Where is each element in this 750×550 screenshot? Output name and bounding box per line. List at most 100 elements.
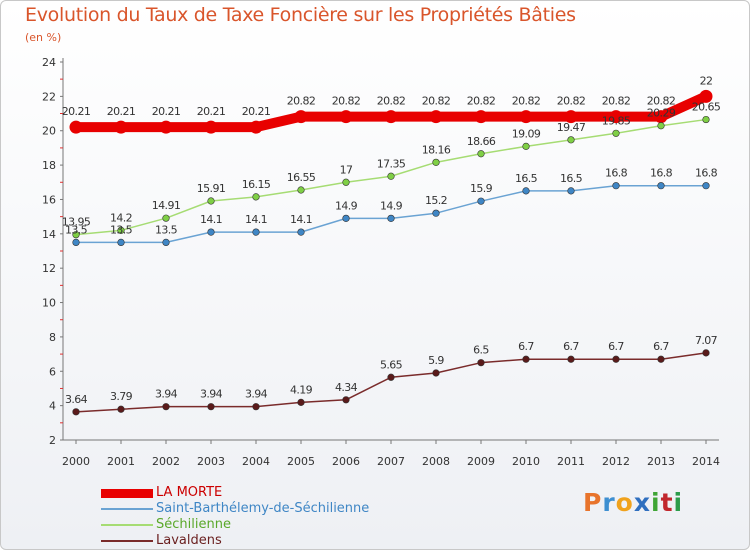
data-label: 16.8 — [605, 167, 628, 180]
data-label: 20.82 — [332, 95, 361, 108]
y-tick-label: 14 — [42, 228, 56, 241]
data-point — [432, 369, 440, 377]
data-label: 14.91 — [152, 199, 181, 212]
data-point — [609, 110, 623, 124]
data-label: 20.82 — [557, 95, 586, 108]
data-point — [564, 110, 578, 124]
data-point — [339, 110, 353, 124]
data-label: 19.09 — [512, 127, 541, 140]
data-point — [612, 182, 620, 190]
data-label: 19.85 — [602, 114, 631, 127]
data-label: 7.07 — [695, 334, 718, 347]
data-label: 16.55 — [287, 171, 316, 184]
data-label: 20.21 — [242, 105, 271, 118]
proxiti-logo: Proxiti — [583, 488, 683, 517]
data-label: 20.82 — [512, 95, 541, 108]
y-tick-label: 20 — [42, 125, 56, 138]
data-point — [207, 228, 215, 236]
data-label: 16.5 — [515, 172, 538, 185]
y-tick-label: 2 — [49, 434, 56, 447]
x-tick-label: 2009 — [467, 455, 495, 468]
data-point — [432, 158, 440, 166]
data-label: 6.7 — [608, 340, 624, 353]
y-tick-label: 8 — [49, 331, 56, 344]
y-tick-label: 24 — [42, 56, 56, 69]
data-label: 14.1 — [245, 213, 267, 226]
data-label: 17 — [340, 163, 353, 176]
data-point — [117, 226, 125, 234]
logo-letter: o — [615, 488, 634, 517]
logo-letter: i — [673, 488, 684, 517]
data-point — [567, 355, 575, 363]
data-point — [522, 142, 530, 150]
data-point — [657, 182, 665, 190]
x-tick-label: 2004 — [242, 455, 270, 468]
data-label: 14.9 — [380, 199, 403, 212]
data-point — [117, 238, 125, 247]
data-label: 16.5 — [560, 172, 583, 185]
data-label: 6.7 — [518, 340, 534, 353]
data-point — [72, 238, 80, 247]
data-labels: 20.21 20.21 20.21 20.21 20.21 20.82 20.82 20.82… — [62, 74, 722, 406]
data-label: 18.66 — [467, 135, 496, 148]
logo-letter: r — [602, 488, 616, 517]
data-point — [654, 110, 668, 124]
y-tick-label: 6 — [49, 365, 56, 378]
data-point — [207, 197, 215, 205]
y-tick-label: 12 — [42, 262, 56, 275]
data-point — [429, 110, 443, 124]
data-label: 6.7 — [653, 340, 669, 353]
data-label: 3.64 — [65, 393, 88, 406]
data-point — [72, 231, 80, 239]
data-label: 14.1 — [290, 213, 312, 226]
data-point — [387, 172, 395, 180]
data-label: 20.82 — [377, 95, 406, 108]
data-label: 6.7 — [563, 340, 579, 353]
legend-label: Séchilienne — [156, 517, 231, 532]
x-tick-label: 2005 — [287, 455, 315, 468]
y-tick-label: 4 — [49, 400, 56, 413]
x-tick-label: 2000 — [62, 455, 90, 468]
data-point — [567, 187, 575, 195]
data-point — [249, 120, 263, 134]
data-point — [204, 120, 218, 134]
data-label: 13.5 — [65, 223, 88, 236]
data-label: 20.21 — [62, 105, 91, 118]
data-point — [297, 186, 305, 194]
data-point — [252, 228, 260, 236]
data-label: 13.95 — [62, 216, 91, 229]
data-point — [432, 209, 440, 217]
data-point — [699, 89, 713, 103]
legend-label: LA MORTE — [156, 485, 223, 500]
data-point — [657, 355, 665, 363]
data-label: 20.82 — [287, 95, 316, 108]
data-point — [612, 355, 620, 363]
x-tick-label: 2002 — [152, 455, 180, 468]
data-point — [477, 359, 485, 367]
data-point — [522, 187, 530, 195]
data-label: 17.35 — [377, 157, 406, 170]
data-point — [294, 110, 308, 124]
data-label: 19.47 — [557, 121, 586, 134]
x-tick-label: 2007 — [377, 455, 405, 468]
data-point — [69, 120, 83, 134]
data-point — [117, 405, 125, 413]
data-label: 15.2 — [425, 194, 447, 207]
data-point — [477, 150, 485, 158]
data-point — [297, 228, 305, 236]
data-point — [384, 110, 398, 124]
data-label: 20.82 — [647, 95, 676, 108]
data-label: 15.9 — [470, 182, 493, 195]
data-point — [702, 115, 710, 124]
data-point — [387, 373, 395, 381]
y-tick-label: 10 — [42, 297, 56, 310]
legend-swatch — [101, 524, 153, 526]
legend-swatch — [101, 508, 153, 510]
data-label: 20.21 — [107, 105, 136, 118]
data-label: 22 — [700, 74, 713, 87]
legend-swatch — [101, 540, 153, 542]
data-label: 20.29 — [647, 107, 676, 120]
x-tick-label: 2011 — [557, 455, 585, 468]
